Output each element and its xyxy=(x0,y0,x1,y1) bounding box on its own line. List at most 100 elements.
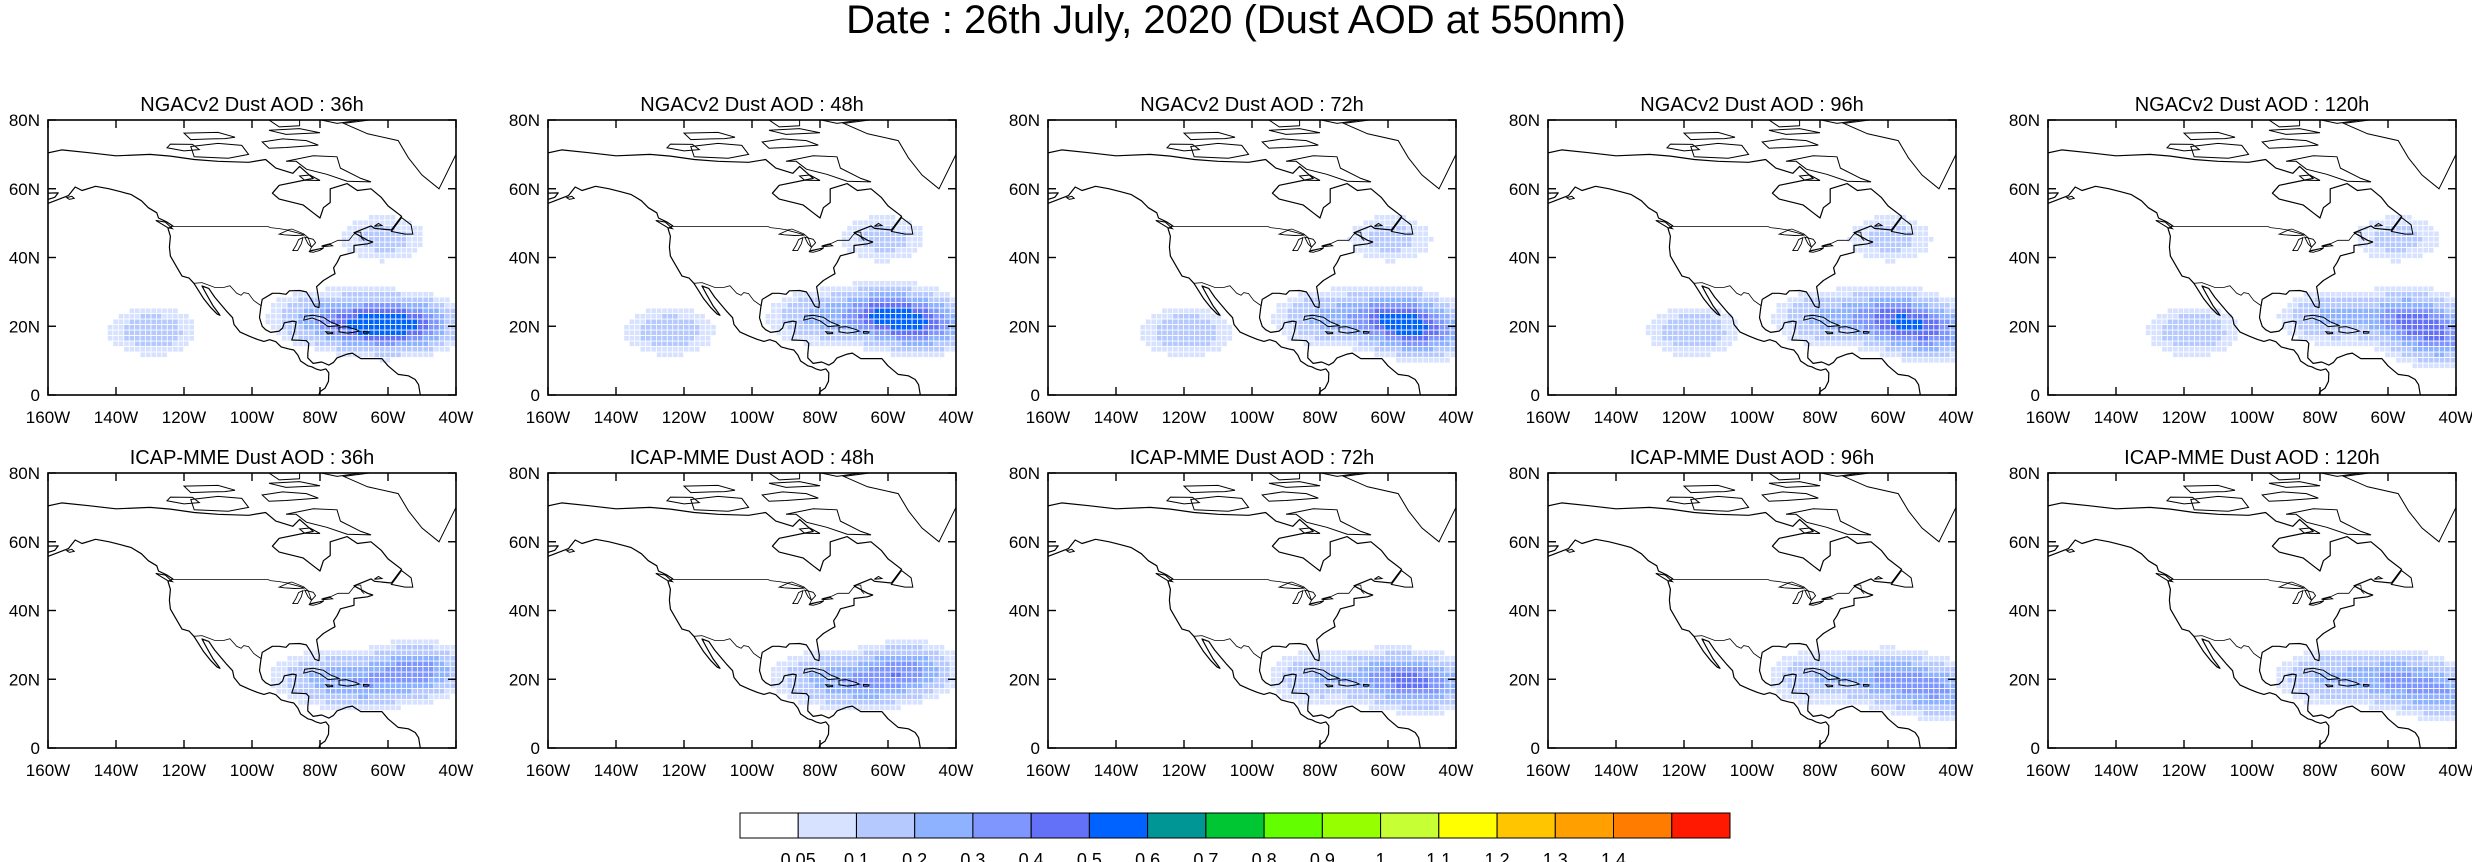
aod-cell xyxy=(901,325,907,330)
aod-cell xyxy=(1352,292,1358,297)
aod-cell xyxy=(814,297,820,303)
coastline xyxy=(1048,149,1425,395)
aod-cell xyxy=(156,330,162,336)
lon-tick-label: 40W xyxy=(2439,408,2472,427)
aod-cell xyxy=(1662,314,1667,319)
aod-cell xyxy=(1417,237,1423,242)
aod-cell xyxy=(2428,248,2434,253)
aod-cell xyxy=(407,689,412,694)
aod-cell xyxy=(1885,314,1890,319)
aod-cell xyxy=(2407,215,2412,220)
aod-cell xyxy=(1396,656,1401,661)
aod-cell xyxy=(830,667,836,672)
aod-cell xyxy=(1390,672,1396,678)
aod-cell xyxy=(2412,314,2418,319)
aod-cell xyxy=(374,286,379,292)
aod-cell xyxy=(863,689,869,694)
aod-cell xyxy=(1363,231,1369,237)
aod-cell xyxy=(885,341,890,347)
aod-cell xyxy=(412,242,418,248)
aod-cell xyxy=(1385,330,1390,336)
aod-cell xyxy=(1412,325,1418,330)
aod-cell xyxy=(1423,667,1428,672)
aod-cell xyxy=(347,319,352,325)
aod-cell xyxy=(358,231,363,237)
aod-cell xyxy=(2374,237,2379,242)
aod-cell xyxy=(814,308,820,314)
aod-cell xyxy=(901,694,907,700)
aod-cell xyxy=(879,672,885,678)
aod-cell xyxy=(1798,325,1803,330)
aod-cell xyxy=(1396,650,1401,656)
aod-cell xyxy=(781,330,787,336)
aod-cell xyxy=(1341,319,1347,325)
aod-cell xyxy=(1923,694,1928,700)
aod-cell xyxy=(2374,325,2379,330)
aod-cell xyxy=(2363,336,2369,341)
lat-tick-label: 20N xyxy=(9,670,40,689)
aod-cell xyxy=(2374,341,2379,347)
aod-cell xyxy=(1407,336,1412,341)
island-outline xyxy=(261,491,319,502)
aod-cell xyxy=(2363,325,2369,330)
aod-cell xyxy=(369,336,374,341)
aod-cell xyxy=(309,678,314,683)
aod-cell xyxy=(1727,336,1733,341)
aod-cell xyxy=(1830,297,1836,303)
aod-cell xyxy=(379,358,385,363)
aod-cell xyxy=(1841,292,1847,297)
aod-cell xyxy=(1325,694,1330,700)
island-outline xyxy=(338,326,361,334)
dust-aod-field xyxy=(1271,645,1456,716)
aod-cell xyxy=(1178,347,1184,352)
aod-cell xyxy=(303,308,309,314)
aod-cell xyxy=(1863,314,1869,319)
aod-cell xyxy=(1798,667,1803,672)
aod-cell xyxy=(1896,330,1901,336)
aod-cell xyxy=(645,336,651,341)
aod-cell xyxy=(396,341,401,347)
aod-cell xyxy=(423,341,428,347)
aod-cell xyxy=(358,705,363,711)
aod-cell xyxy=(939,645,945,650)
aod-cell xyxy=(135,347,140,352)
aod-cell xyxy=(434,319,439,325)
lake-outline xyxy=(791,236,804,252)
dust-aod-field xyxy=(1771,645,1956,722)
aod-cell xyxy=(450,319,456,325)
aod-cell xyxy=(1901,319,1907,325)
aod-cell xyxy=(863,645,869,650)
aod-cell xyxy=(2298,303,2303,308)
aod-cell xyxy=(1945,336,1950,341)
aod-cell xyxy=(434,297,439,303)
lake-outline xyxy=(791,589,804,605)
dust-aod-field xyxy=(2145,215,2456,369)
aod-cell xyxy=(1336,656,1341,661)
aod-cell xyxy=(396,325,401,330)
aod-cell xyxy=(1423,319,1428,325)
aod-cell xyxy=(1825,700,1830,705)
aod-cell xyxy=(1847,303,1852,308)
aod-cell xyxy=(945,689,950,694)
aod-cell xyxy=(2385,248,2390,253)
aod-cell xyxy=(1417,297,1423,303)
aod-cell xyxy=(118,319,124,325)
aod-cell xyxy=(379,645,385,650)
aod-cell xyxy=(385,661,390,667)
aod-cell xyxy=(1896,672,1901,678)
aod-cell xyxy=(385,215,390,220)
aod-cell xyxy=(1923,672,1928,678)
aod-cell xyxy=(2287,314,2292,319)
aod-cell xyxy=(347,705,352,711)
aod-cell xyxy=(2445,319,2450,325)
aod-cell xyxy=(1907,297,1912,303)
aod-cell xyxy=(184,314,189,319)
aod-cell xyxy=(1809,689,1814,694)
aod-cell xyxy=(379,242,385,248)
aod-cell xyxy=(1896,292,1901,297)
aod-cell xyxy=(1896,319,1901,325)
aod-cell xyxy=(825,325,830,330)
aod-cell xyxy=(1830,292,1836,297)
aod-cell xyxy=(2379,231,2385,237)
aod-cell xyxy=(781,661,787,667)
